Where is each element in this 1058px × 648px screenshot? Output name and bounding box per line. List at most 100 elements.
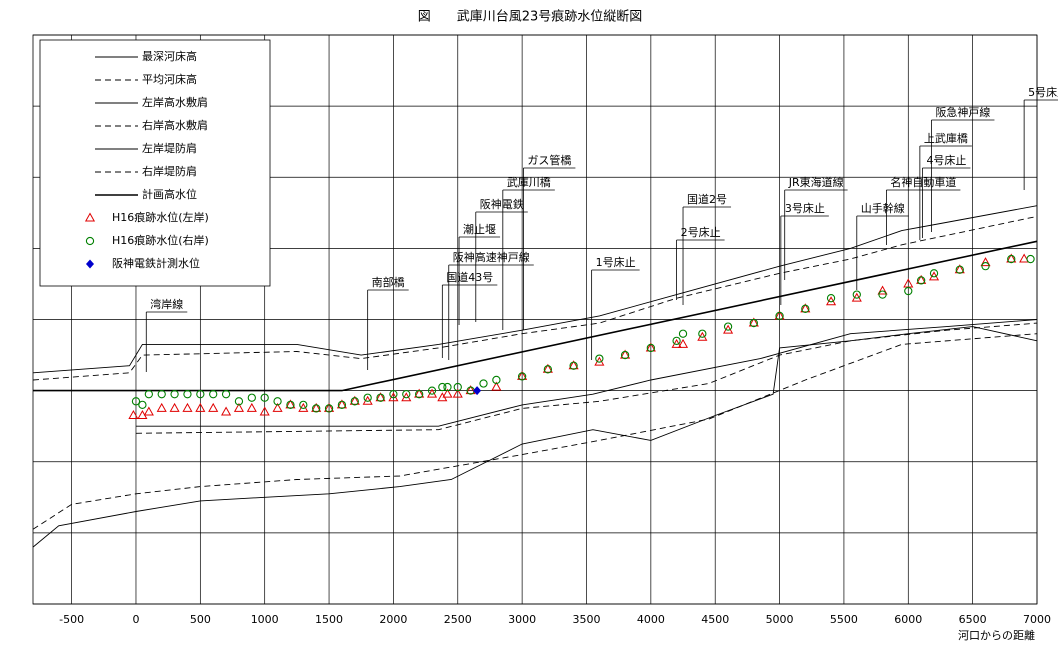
data-point xyxy=(299,400,308,409)
data-point xyxy=(749,318,758,328)
data-point xyxy=(569,361,578,370)
data-point xyxy=(568,360,579,370)
data-point xyxy=(375,392,386,402)
annotation: 湾岸線 xyxy=(150,297,183,311)
data-point xyxy=(196,390,205,399)
data-point xyxy=(221,406,232,416)
data-point xyxy=(247,393,256,402)
data-point xyxy=(442,388,453,398)
data-line xyxy=(135,322,1038,434)
data-point xyxy=(443,382,452,392)
data-point xyxy=(826,294,836,303)
x-tick-label: 3500 xyxy=(572,613,600,626)
data-point xyxy=(143,406,154,416)
data-point xyxy=(595,354,604,363)
data-point xyxy=(453,382,462,392)
annotation: 4号床止 xyxy=(926,153,966,167)
x-tick-label: 5000 xyxy=(766,613,794,626)
data-point xyxy=(438,382,447,392)
data-point xyxy=(170,390,179,399)
data-point xyxy=(723,322,733,331)
x-tick-label: 4000 xyxy=(637,613,665,626)
legend-label: 計画高水位 xyxy=(142,187,197,201)
annotation: 2号床止 xyxy=(681,225,721,239)
annotation: 阪急神戸線 xyxy=(935,105,990,119)
annotation: 阪神高速神戸線 xyxy=(453,250,530,264)
data-point xyxy=(285,399,296,409)
annotation: 武庫川橋 xyxy=(507,175,551,189)
legend-label: H16痕跡水位(右岸) xyxy=(112,233,209,247)
data-point xyxy=(376,393,385,402)
data-point xyxy=(363,393,372,402)
data-point xyxy=(677,338,689,348)
legend-label: H16痕跡水位(左岸) xyxy=(112,210,209,224)
data-point xyxy=(748,317,759,327)
x-tick-label: 7000 xyxy=(1023,613,1051,626)
annotation: 1号床止 xyxy=(596,255,636,269)
data-point xyxy=(350,397,359,406)
data-point xyxy=(195,402,206,412)
data-point xyxy=(182,402,193,412)
data-point xyxy=(929,269,939,278)
x-axis-label: 河口からの距離 xyxy=(958,628,1035,642)
data-point xyxy=(1006,253,1017,263)
data-point xyxy=(208,402,219,412)
annotation: 3号床止 xyxy=(785,201,825,215)
annotation: 潮止堰 xyxy=(463,222,496,236)
data-point xyxy=(349,395,360,405)
data-point xyxy=(131,397,141,406)
legend-box xyxy=(39,39,271,287)
x-tick-label: 0 xyxy=(132,613,139,626)
annotation: ガス管橋 xyxy=(527,153,571,167)
legend-label: 左岸高水敷肩 xyxy=(142,95,208,109)
data-point xyxy=(672,336,681,345)
legend-label: 左岸堤防肩 xyxy=(142,141,197,155)
annotation: 国道43号 xyxy=(446,270,493,284)
data-point xyxy=(1026,254,1035,264)
data-point xyxy=(774,310,785,320)
data-point xyxy=(324,404,334,413)
x-tick-label: 6500 xyxy=(959,613,987,626)
data-point xyxy=(260,393,269,402)
data-line xyxy=(32,326,1038,548)
data-point xyxy=(981,262,990,271)
data-point xyxy=(183,390,192,399)
data-point xyxy=(698,329,707,338)
annotation: 上武庫橋 xyxy=(924,131,968,145)
data-point xyxy=(156,402,167,412)
x-tick-label: 2500 xyxy=(444,613,472,626)
data-point xyxy=(801,304,810,313)
data-point xyxy=(337,400,347,409)
legend-label: 右岸堤防肩 xyxy=(142,164,197,178)
data-point xyxy=(138,400,147,409)
annotation: 名神自動車道 xyxy=(890,175,956,189)
annotation: 5号床止 xyxy=(1028,85,1058,99)
data-point xyxy=(1019,253,1030,263)
data-point xyxy=(259,406,270,416)
data-point xyxy=(128,409,139,420)
x-tick-label: 1000 xyxy=(251,613,279,626)
data-point xyxy=(86,259,94,269)
data-point xyxy=(209,390,218,399)
data-point xyxy=(645,342,656,352)
annotation: 山手幹線 xyxy=(861,201,905,215)
data-point xyxy=(144,390,153,399)
data-point xyxy=(323,402,335,412)
data-point xyxy=(427,386,437,395)
data-point xyxy=(1007,254,1016,264)
x-tick-label: 4500 xyxy=(701,613,729,626)
data-point xyxy=(336,399,347,409)
annotation: 阪神電鉄 xyxy=(480,197,524,211)
data-point xyxy=(479,379,488,388)
legend-label: 右岸高水敷肩 xyxy=(142,118,208,132)
data-point xyxy=(492,375,501,385)
data-line xyxy=(136,319,1038,427)
data-point xyxy=(414,388,425,398)
chart-title: 図 武庫川台風23号痕跡水位縦断図 xyxy=(418,9,643,25)
x-tick-label: 6000 xyxy=(894,613,922,626)
data-point xyxy=(452,388,463,398)
data-point xyxy=(542,363,553,373)
legend-label: 阪神電鉄計測水位 xyxy=(112,256,200,270)
data-point xyxy=(246,402,257,412)
